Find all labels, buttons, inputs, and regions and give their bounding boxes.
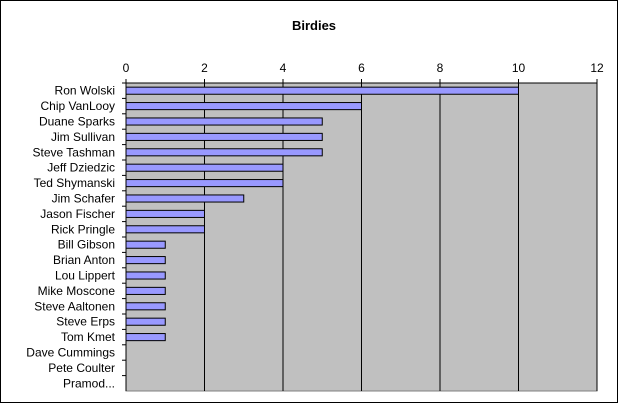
category-label: Ron Wolski xyxy=(55,84,115,98)
bar xyxy=(125,86,519,95)
bar xyxy=(125,194,245,203)
category-label: Tom Kmet xyxy=(61,330,116,344)
bar xyxy=(125,271,166,280)
bar xyxy=(125,117,323,126)
category-label: Jeff Dziedzic xyxy=(47,161,115,175)
category-label: Jim Sullivan xyxy=(51,130,115,144)
bar xyxy=(125,240,166,249)
category-label: Lou Lippert xyxy=(55,269,116,283)
category-label: Duane Sparks xyxy=(39,115,115,129)
category-label: Pramod... xyxy=(63,376,115,390)
category-label: Brian Anton xyxy=(53,253,115,267)
bar xyxy=(125,317,166,326)
bar xyxy=(125,179,284,188)
chart-title: Birdies xyxy=(292,18,336,33)
category-label: Ted Shymanski xyxy=(34,176,115,190)
category-label: Dave Cummings xyxy=(26,346,115,360)
category-label: Steve Tashman xyxy=(33,145,116,159)
x-tick-label: 0 xyxy=(123,61,130,75)
category-label: Bill Gibson xyxy=(58,238,115,252)
bar xyxy=(125,333,166,342)
bar xyxy=(125,302,166,311)
bar xyxy=(125,148,323,157)
bar xyxy=(125,286,166,295)
bar xyxy=(125,163,284,172)
x-tick-label: 2 xyxy=(201,61,208,75)
x-tick-label: 8 xyxy=(437,61,444,75)
category-label: Jason Fischer xyxy=(40,207,115,221)
category-label: Chip VanLooy xyxy=(41,99,116,113)
bar xyxy=(125,225,205,234)
bar xyxy=(125,102,362,111)
bar xyxy=(125,209,205,218)
x-tick-label: 10 xyxy=(512,61,526,75)
category-label: Pete Coulter xyxy=(48,361,115,375)
category-label: Steve Aaltonen xyxy=(34,299,115,313)
category-label: Jim Schafer xyxy=(52,192,115,206)
category-label: Steve Erps xyxy=(56,315,115,329)
x-tick-label: 4 xyxy=(280,61,287,75)
x-tick-label: 6 xyxy=(358,61,365,75)
category-label: Rick Pringle xyxy=(51,222,115,236)
x-tick-label: 12 xyxy=(590,61,604,75)
bar xyxy=(125,132,323,141)
category-label: Mike Moscone xyxy=(38,284,116,298)
bar xyxy=(125,256,166,265)
